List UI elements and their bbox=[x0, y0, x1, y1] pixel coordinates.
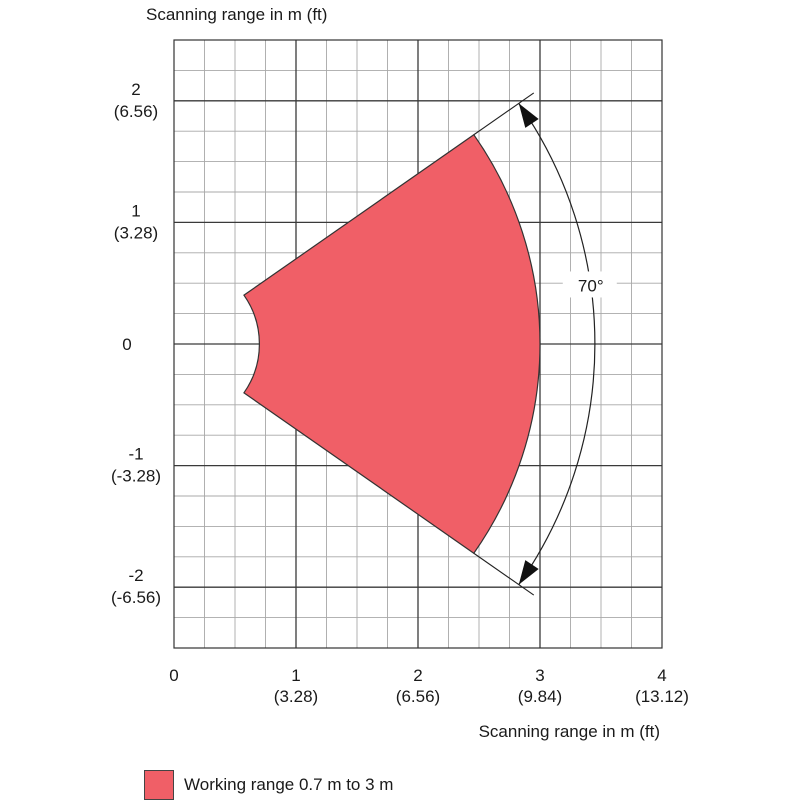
working-range-sector-layer bbox=[243, 133, 541, 555]
y-tick-label: 2 bbox=[131, 80, 140, 99]
x-tick-label: 0 bbox=[169, 666, 178, 685]
working-range-sector bbox=[243, 133, 541, 555]
top-axis-label: Scanning range in m (ft) bbox=[146, 5, 327, 24]
angle-label: 70° bbox=[578, 276, 604, 295]
angle-label-background bbox=[562, 271, 617, 298]
y-tick-sublabel: (3.28) bbox=[114, 223, 158, 242]
legend-swatch bbox=[144, 770, 174, 800]
angle-annotation: 70° bbox=[473, 92, 617, 596]
y-tick-label: 1 bbox=[131, 201, 140, 220]
y-tick-label: -1 bbox=[128, 445, 143, 464]
angle-arrowhead-top bbox=[518, 103, 539, 128]
angle-arc bbox=[518, 103, 596, 585]
tick-labels: 0 1 (3.28) 2 (6.56) 3 (9.84) 4 (13.12) 2 (6.56) 1 (3… bbox=[111, 80, 689, 706]
x-tick-label: 2 bbox=[413, 666, 422, 685]
y-tick-label: -2 bbox=[128, 566, 143, 585]
angle-extension-line-top bbox=[473, 92, 535, 136]
y-tick-sublabel: (-3.28) bbox=[111, 467, 161, 486]
x-tick-sublabel: (3.28) bbox=[274, 687, 318, 706]
legend: Working range 0.7 m to 3 m bbox=[144, 770, 393, 800]
y-tick-sublabel: (6.56) bbox=[114, 102, 158, 121]
y-tick-label: 0 bbox=[122, 335, 131, 354]
x-tick-label: 3 bbox=[535, 666, 544, 685]
y-tick-sublabel: (-6.56) bbox=[111, 588, 161, 607]
legend-label: Working range 0.7 m to 3 m bbox=[184, 775, 394, 794]
angle-arrowhead-bottom bbox=[518, 560, 539, 585]
x-tick-label: 4 bbox=[657, 666, 666, 685]
x-axis-label: Scanning range in m (ft) bbox=[479, 722, 660, 741]
x-tick-sublabel: (9.84) bbox=[518, 687, 562, 706]
plot-frame bbox=[173, 39, 663, 649]
x-tick-sublabel: (13.12) bbox=[635, 687, 689, 706]
x-tick-sublabel: (6.56) bbox=[396, 687, 440, 706]
x-tick-label: 1 bbox=[291, 666, 300, 685]
angle-extension-line-bottom bbox=[473, 552, 535, 596]
